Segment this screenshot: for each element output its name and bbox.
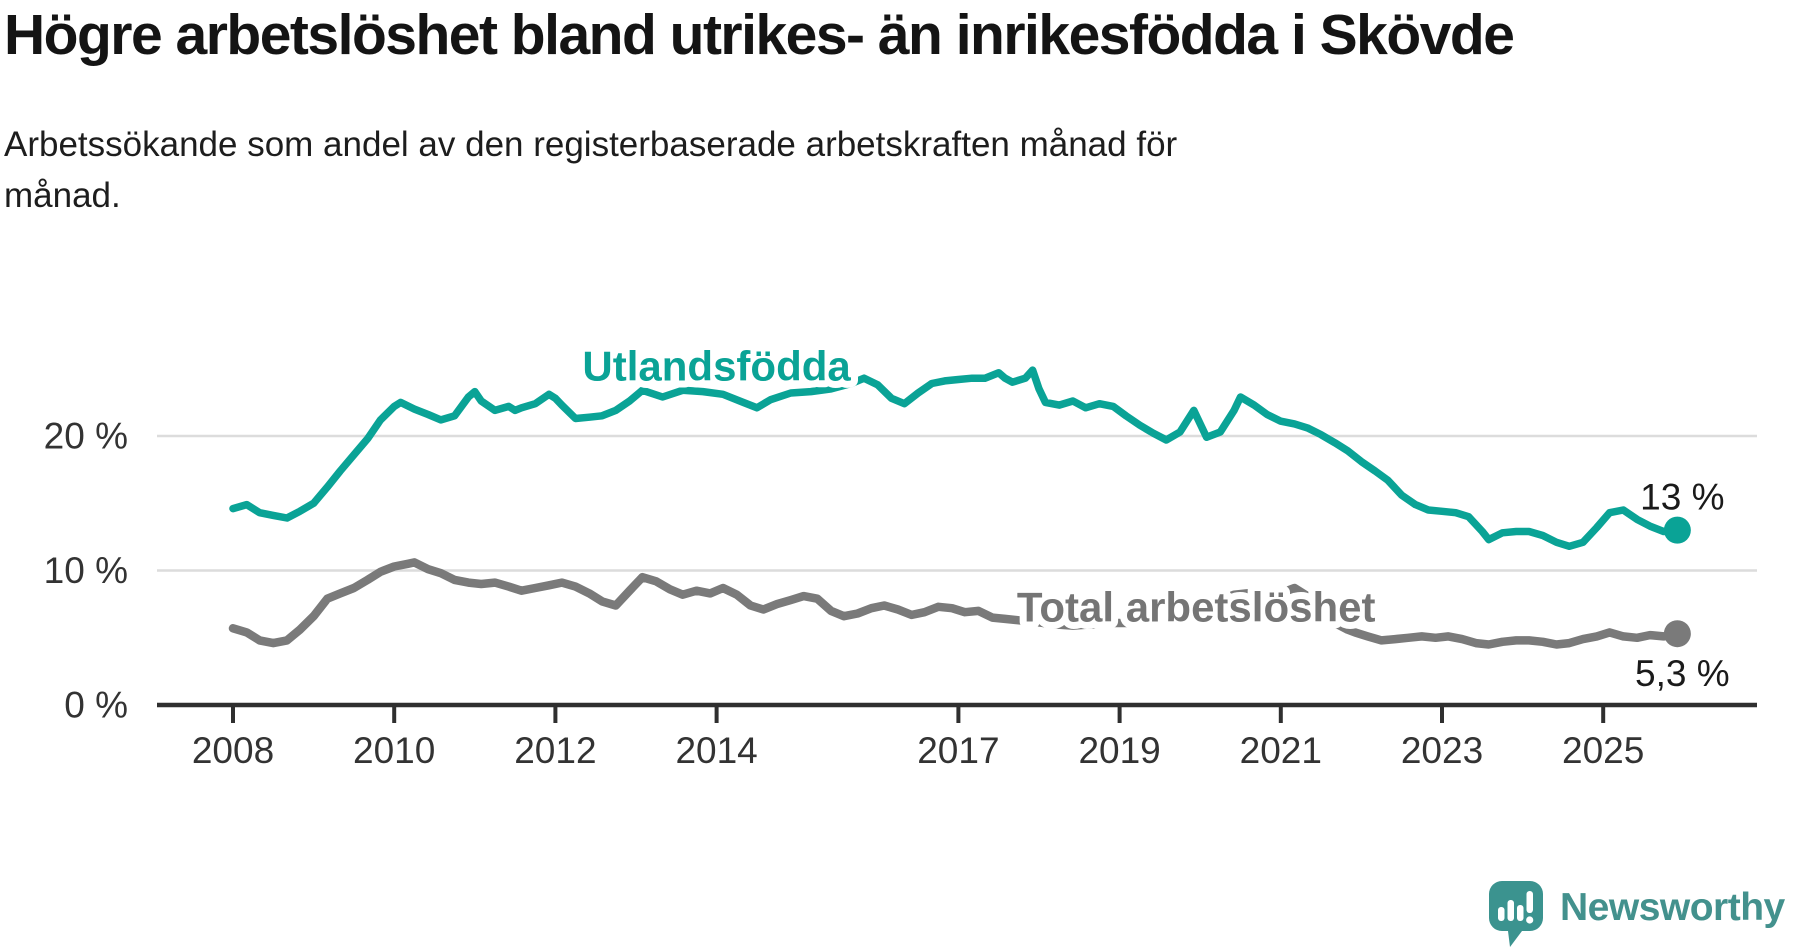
newsworthy-logo-icon: [1489, 881, 1543, 947]
x-tick-label: 2019: [1078, 730, 1160, 771]
series-line-total-arbetsloshet: [228, 558, 1682, 649]
x-tick-label: 2023: [1401, 730, 1483, 771]
x-tick-label: 2008: [192, 730, 274, 771]
x-tick-label: 2014: [675, 730, 757, 771]
x-tick-label: 2021: [1240, 730, 1322, 771]
y-tick-label: 10 %: [44, 550, 128, 591]
series-end-dot: [1663, 620, 1691, 648]
series-label: Utlandsfödda: [582, 343, 851, 390]
newsworthy-branding: Newsworthy: [1488, 880, 1785, 950]
bar-3-icon: [1517, 905, 1524, 921]
series-end-dot: [1663, 516, 1691, 544]
chart-subtitle-line-1: Arbetssökande som andel av den registerb…: [4, 125, 1178, 164]
chart-subtitle-line-2: månad.: [4, 175, 121, 215]
speech-bubble-shape: [1489, 881, 1543, 947]
x-tick-label: 2025: [1562, 730, 1644, 771]
y-tick-label: 0 %: [64, 685, 128, 726]
chart-title: Högre arbetslöshet bland utrikes- än inr…: [4, 3, 1515, 67]
chart-subtitle: Arbetssökande som andel av den registerb…: [4, 120, 1504, 222]
bar-2-icon: [1507, 900, 1514, 921]
y-tick-label: 20 %: [44, 416, 128, 457]
x-tick-label: 2010: [353, 730, 435, 771]
series-line-utlandsfodda: [229, 366, 1682, 551]
series-end-value-label: 13 %: [1640, 477, 1724, 518]
series-end-value-label: 5,3 %: [1635, 653, 1730, 694]
exclamation-dot-icon: [1526, 916, 1534, 924]
bar-1-icon: [1498, 907, 1505, 921]
x-tick-label: 2012: [514, 730, 596, 771]
newsworthy-wordmark: Newsworthy: [1560, 886, 1785, 929]
x-tick-label: 2017: [917, 730, 999, 771]
series-label: Total arbetslöshet: [1017, 583, 1376, 630]
exclamation-bar-icon: [1526, 891, 1533, 913]
